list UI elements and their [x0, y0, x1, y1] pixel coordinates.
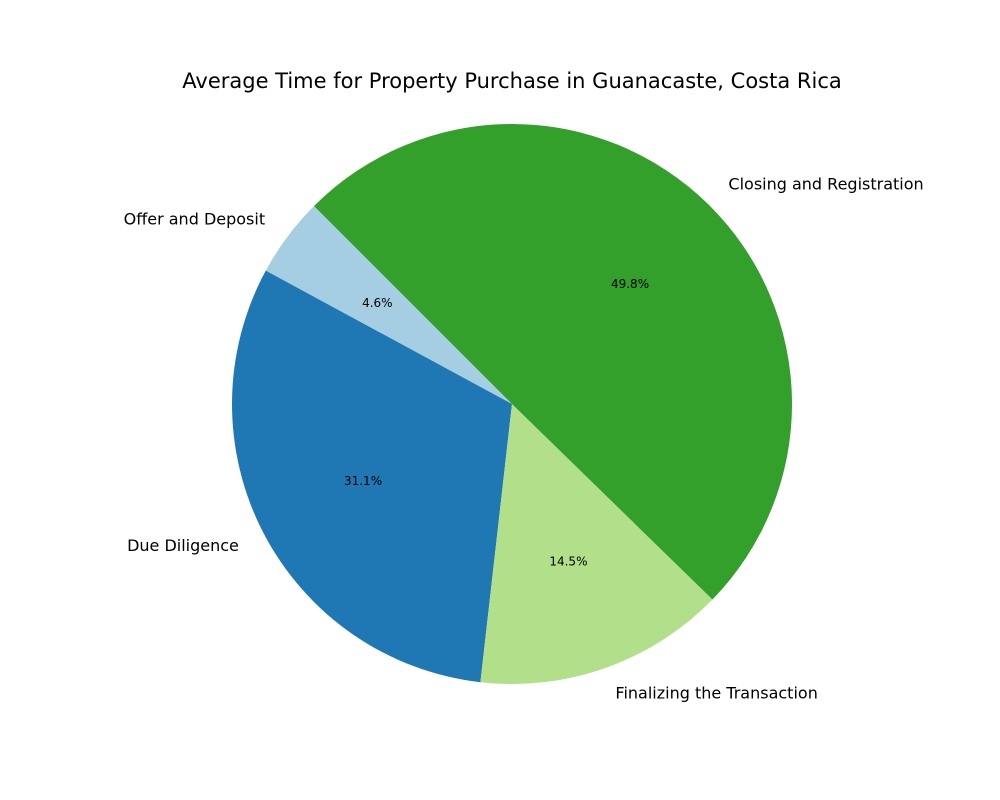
slice-label-finalizing-the-transaction: Finalizing the Transaction: [615, 684, 817, 703]
pie-slice-due-diligence: [232, 270, 512, 683]
chart-title: Average Time for Property Purchase in Gu…: [182, 69, 841, 93]
pie-slice-finalizing-the-transaction: [480, 404, 713, 684]
slice-label-offer-and-deposit: Offer and Deposit: [124, 209, 265, 228]
slice-percent-finalizing-the-transaction: 14.5%: [549, 555, 587, 569]
pie-slice-closing-and-registration: [314, 123, 793, 600]
slice-label-closing-and-registration: Closing and Registration: [728, 174, 923, 193]
slice-percent-due-diligence: 31.1%: [344, 474, 382, 488]
slice-percent-closing-and-registration: 49.8%: [611, 277, 649, 291]
slice-percent-offer-and-deposit: 4.6%: [362, 296, 393, 310]
pie-labels: Offer and Deposit 4.6% Due Diligence 31.1% F…: [124, 174, 924, 702]
pie-slice-offer-and-deposit: [265, 206, 512, 404]
slice-label-due-diligence: Due Diligence: [127, 536, 239, 555]
pie-slices: [232, 123, 793, 684]
